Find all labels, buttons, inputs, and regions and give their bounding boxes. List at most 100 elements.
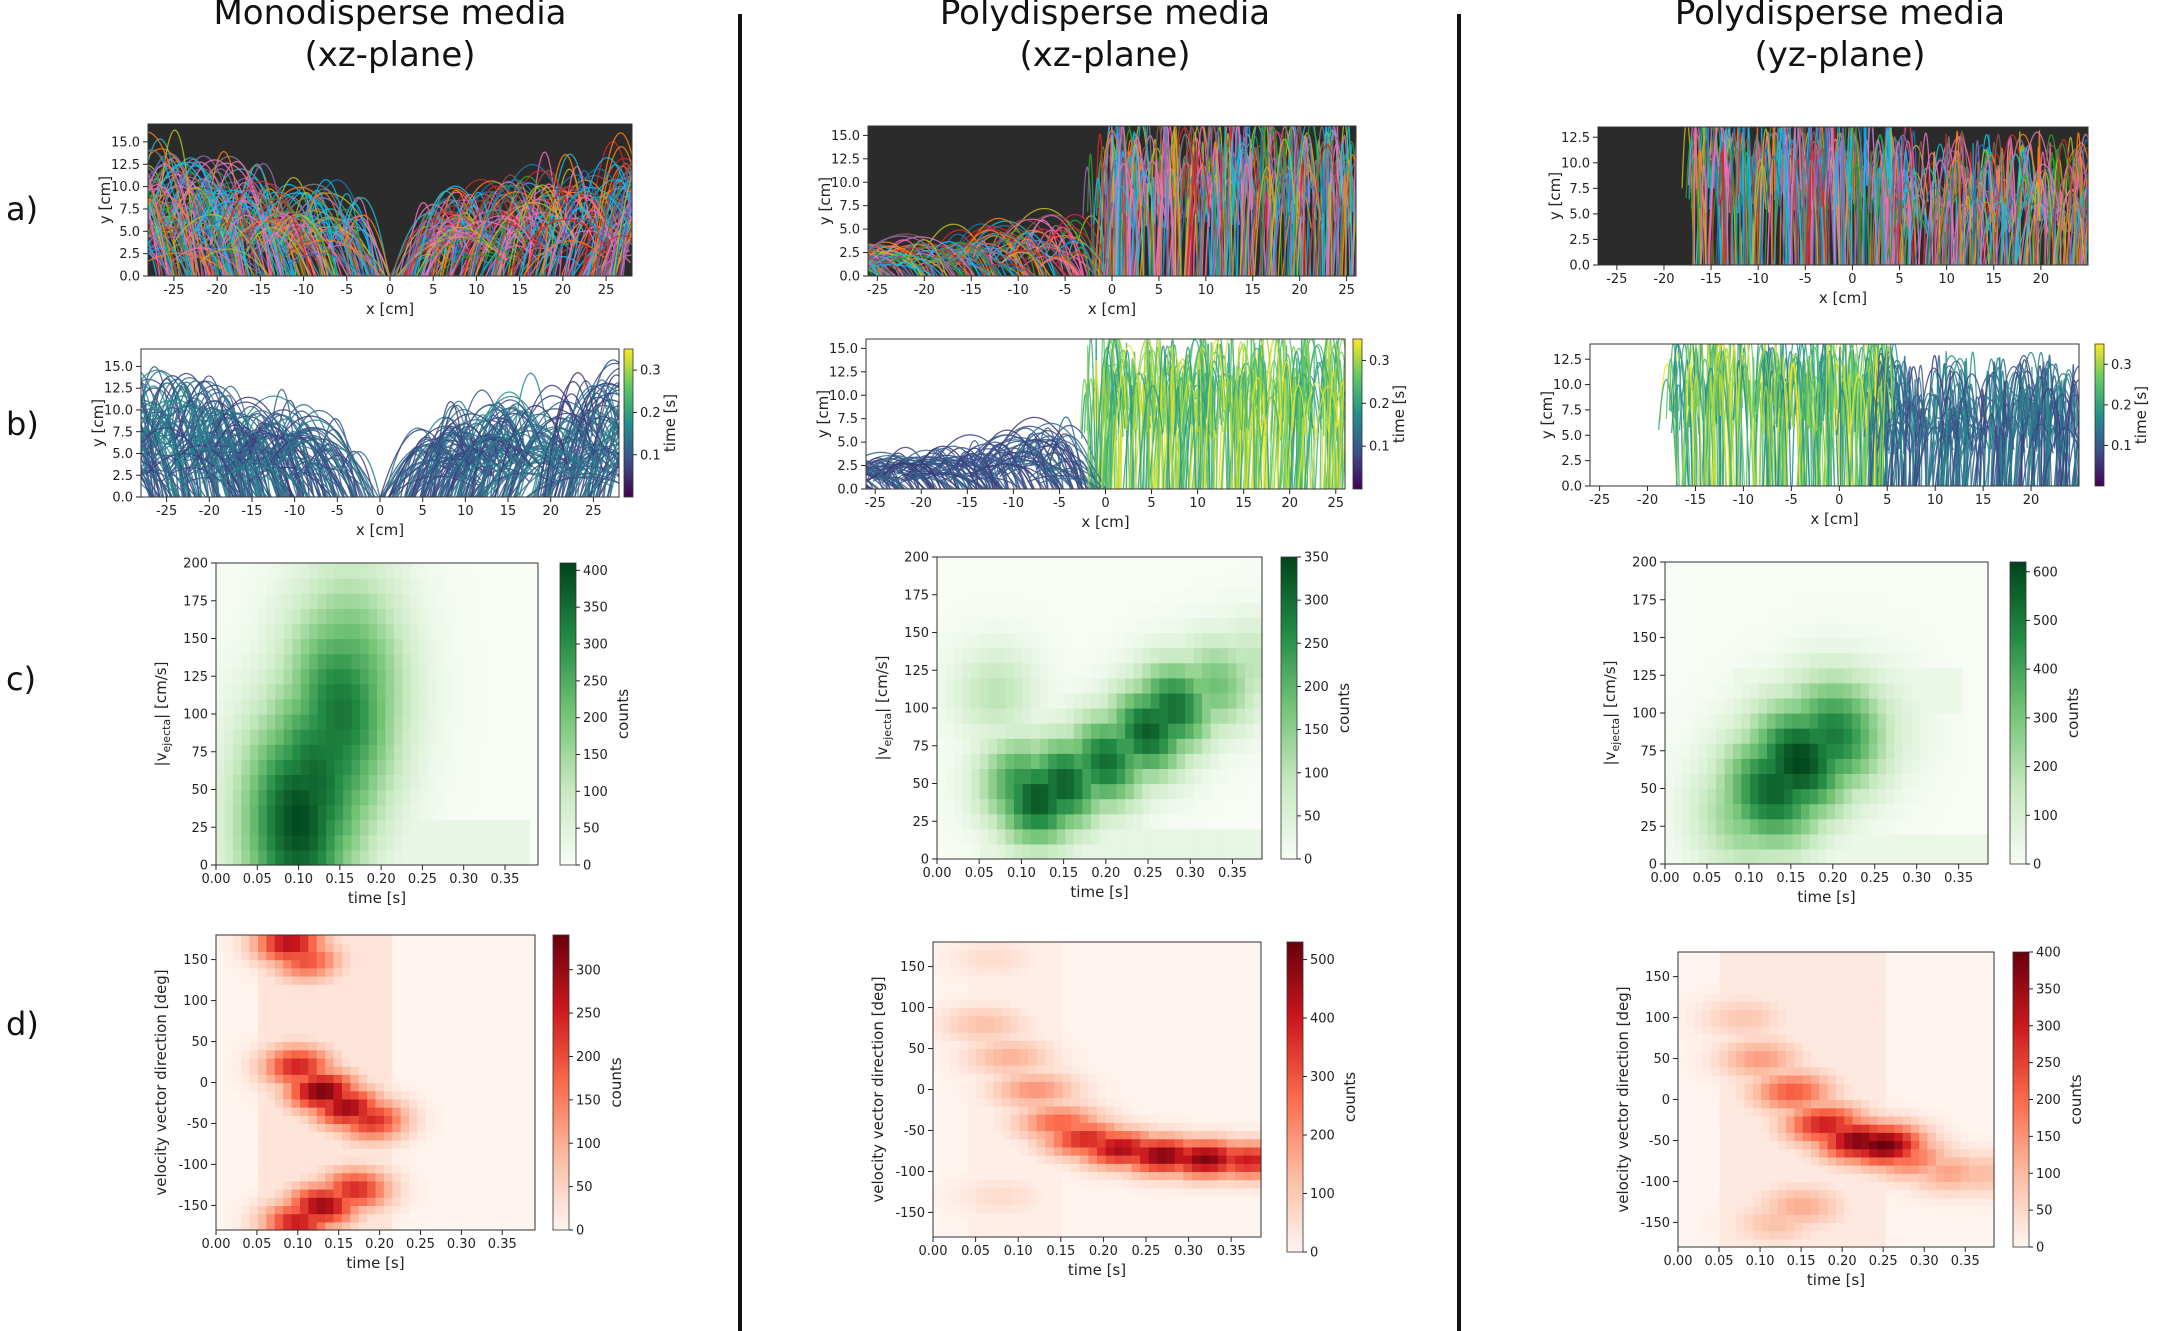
heatmap-cell-c1 bbox=[385, 593, 395, 609]
heatmap-cell-c2 bbox=[1193, 738, 1203, 754]
heatmap-cell-c1 bbox=[334, 623, 344, 640]
heatmap-cell-c1 bbox=[241, 819, 251, 836]
heatmap-cell-c1 bbox=[419, 759, 429, 775]
heatmap-cell-c1 bbox=[487, 744, 497, 760]
heatmap-cell-c1 bbox=[232, 623, 243, 640]
heatmap-cell-c2 bbox=[962, 677, 972, 694]
heatmap-cell-c2 bbox=[996, 677, 1007, 694]
heatmap-cell-c1 bbox=[504, 623, 514, 640]
heatmap-cell-c1 bbox=[232, 563, 243, 579]
heatmap-cell-c2 bbox=[1056, 587, 1066, 603]
heatmap-cell-c1 bbox=[410, 668, 420, 685]
heatmap-cell-c2 bbox=[954, 662, 964, 679]
heatmap-cell-c1 bbox=[300, 623, 310, 640]
heatmap-cell-c2 bbox=[1227, 572, 1237, 588]
heatmap-cell-c1 bbox=[300, 804, 310, 821]
heatmap-cell-c2 bbox=[1167, 602, 1178, 618]
heatmap-cell-c2 bbox=[1065, 632, 1075, 649]
heatmap-cell-c2 bbox=[1159, 798, 1169, 815]
y-tick-label-a2-0: 0.0 bbox=[839, 270, 860, 285]
heatmap-cell-c1 bbox=[266, 834, 276, 851]
trajectory-a2-260 bbox=[1350, 144, 1353, 276]
y-tick-label-b3-0: 0.0 bbox=[1561, 480, 1582, 495]
heatmap-cell-c2 bbox=[1116, 572, 1126, 588]
heatmap-cell-c1 bbox=[410, 714, 420, 730]
heatmap-cell-c1 bbox=[461, 578, 471, 594]
heatmap-cell-c1 bbox=[444, 849, 454, 866]
heatmap-cell-c2 bbox=[954, 692, 964, 709]
x-tick-label-b1-0: -25 bbox=[156, 504, 177, 519]
heatmap-cell-c2 bbox=[1193, 768, 1203, 785]
trajectory-a1-485 bbox=[520, 219, 558, 276]
heatmap-cell-c2 bbox=[1236, 708, 1246, 724]
column-title-2-line2: (xz-plane) bbox=[1019, 35, 1191, 75]
trajectory-a1-439 bbox=[148, 149, 205, 276]
heatmap-cell-c2 bbox=[996, 843, 1007, 860]
heatmap-cell-c1 bbox=[461, 834, 471, 851]
heatmap-cell-c1 bbox=[444, 759, 454, 775]
heatmap-cell-c1 bbox=[444, 653, 454, 670]
heatmap-cell-c2 bbox=[996, 662, 1007, 679]
heatmap-cell-c1 bbox=[300, 608, 310, 624]
heatmap-cell-c2 bbox=[1039, 557, 1049, 573]
heatmap-cell-c1 bbox=[470, 638, 480, 655]
heatmap-cell-c1 bbox=[326, 849, 336, 866]
heatmap-cell-c2 bbox=[979, 632, 989, 649]
heatmap-cell-c2 bbox=[979, 798, 989, 815]
heatmap-cell-c2 bbox=[1202, 708, 1212, 724]
trajectory-a3-434 bbox=[1881, 169, 1883, 265]
heatmap-cell-c2 bbox=[1167, 828, 1178, 845]
heatmap-cell-c2 bbox=[1065, 798, 1075, 815]
heatmap-cell-c1 bbox=[377, 789, 387, 806]
heatmap-cell-c1 bbox=[461, 683, 471, 700]
heatmap-cell-c2 bbox=[1150, 783, 1160, 800]
heatmap-cell-c1 bbox=[343, 698, 353, 715]
heatmap-cell-c2 bbox=[945, 662, 955, 679]
heatmap-cell-c1 bbox=[368, 834, 378, 851]
heatmap-cell-c1 bbox=[326, 608, 336, 624]
heatmap-cell-c2 bbox=[1125, 783, 1135, 800]
trajectory-a1-477 bbox=[463, 191, 553, 276]
heatmap-cell-c2 bbox=[1073, 632, 1083, 649]
x-tick-label-b1-9: 20 bbox=[542, 504, 559, 519]
heatmap-cell-c1 bbox=[258, 759, 268, 775]
trajectory-a2-235 bbox=[868, 251, 894, 276]
heatmap-cell-c1 bbox=[402, 714, 412, 730]
heatmap-cell-c1 bbox=[512, 834, 522, 851]
heatmap-cell-c1 bbox=[351, 774, 361, 791]
heatmap-cell-c2 bbox=[1219, 587, 1229, 603]
trajectory-a2-373 bbox=[1341, 154, 1356, 276]
heatmap-cell-c1 bbox=[216, 729, 226, 745]
trajectory-a2-240 bbox=[941, 246, 1025, 276]
heatmap-cell-c1 bbox=[427, 578, 437, 594]
heatmap-cell-c2 bbox=[1150, 768, 1160, 785]
heatmap-cell-c1 bbox=[275, 834, 285, 851]
heatmap-cell-c1 bbox=[258, 729, 268, 745]
heatmap-cell-c1 bbox=[343, 744, 353, 760]
heatmap-cell-c2 bbox=[1133, 723, 1143, 739]
heatmap-cell-c2 bbox=[1031, 602, 1041, 618]
heatmap-cell-c1 bbox=[402, 608, 412, 624]
heatmap-cell-c1 bbox=[283, 683, 293, 700]
trajectory-a1-446 bbox=[563, 210, 613, 276]
row-label-c: c) bbox=[6, 660, 37, 698]
heatmap-cell-c2 bbox=[1185, 677, 1195, 694]
heatmap-cell-c1 bbox=[495, 578, 505, 594]
trajectory-a1-428 bbox=[492, 170, 574, 276]
heatmap-cell-c2 bbox=[1056, 738, 1066, 754]
heatmap-cell-c1 bbox=[453, 759, 463, 775]
heatmap-cell-c2 bbox=[1056, 677, 1066, 694]
heatmap-cell-c1 bbox=[402, 774, 412, 791]
trajectory-a1-381 bbox=[542, 153, 582, 276]
heatmap-cell-c2 bbox=[996, 572, 1007, 588]
x-tick-label-a2-2: -15 bbox=[961, 283, 982, 298]
heatmap-cell-c2 bbox=[1227, 813, 1237, 830]
heatmap-cell-c1 bbox=[436, 578, 446, 594]
trajectory-a2-361 bbox=[1142, 126, 1153, 276]
heatmap-cell-c1 bbox=[377, 668, 387, 685]
y-tick-label-b2-4: 10.0 bbox=[829, 389, 858, 404]
column-title-1-line2: (xz-plane) bbox=[304, 35, 476, 75]
heatmap-cell-c2 bbox=[1210, 557, 1220, 573]
trajectory-a1-500 bbox=[610, 169, 632, 276]
heatmap-cell-c1 bbox=[326, 819, 336, 836]
